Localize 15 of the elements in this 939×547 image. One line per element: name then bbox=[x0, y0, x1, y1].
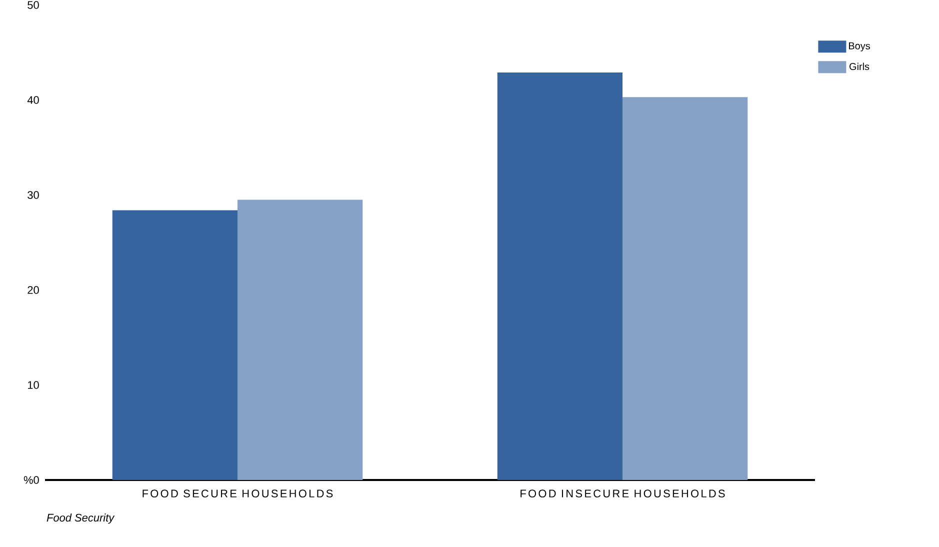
x-tick-label: FOOD SECURE HOUSEHOLDS bbox=[142, 490, 333, 498]
bar bbox=[622, 97, 748, 480]
y-tick-label: 20 bbox=[28, 286, 39, 294]
legend-label: Boys bbox=[849, 42, 870, 52]
y-tick-label: 40 bbox=[27, 96, 39, 104]
y-tick-label: 10 bbox=[28, 381, 39, 389]
x-axis-title: Food Security bbox=[46, 514, 115, 524]
bar bbox=[112, 210, 238, 480]
x-tick-label: FOOD INSECURE HOUSEHOLDS bbox=[520, 490, 725, 498]
legend-label: Girls bbox=[850, 62, 870, 70]
bar bbox=[497, 72, 623, 480]
y-tick-label: 30 bbox=[28, 191, 39, 199]
y-tick-label: 50 bbox=[28, 1, 39, 9]
bar bbox=[238, 200, 363, 480]
y-tick-label: %0 bbox=[24, 476, 39, 484]
